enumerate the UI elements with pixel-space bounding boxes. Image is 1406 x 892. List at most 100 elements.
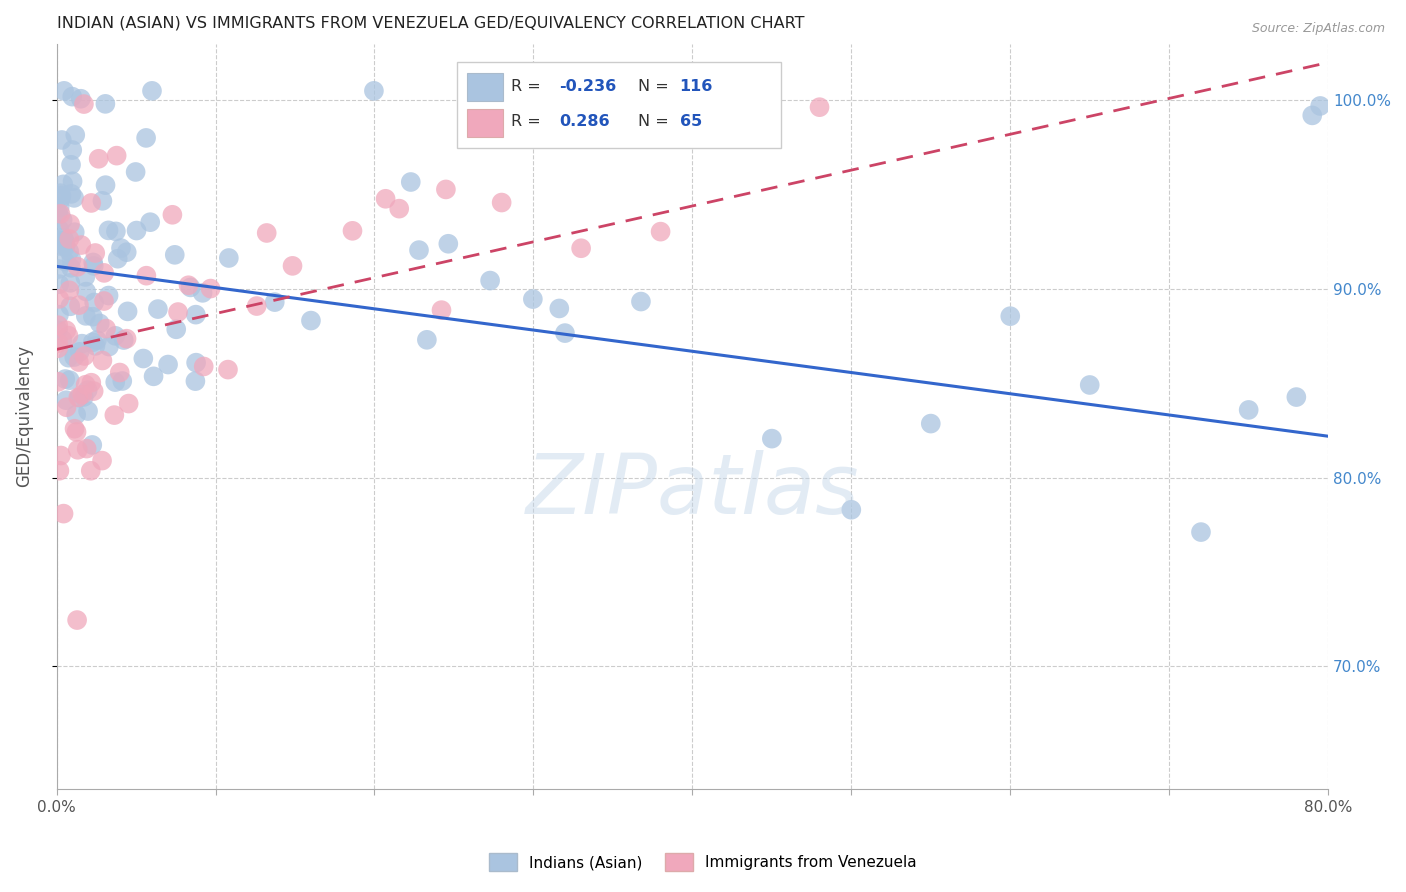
Point xyxy=(66,442,89,457)
Point xyxy=(89,317,111,331)
Point xyxy=(157,358,180,372)
Point xyxy=(65,128,87,142)
Point xyxy=(60,158,83,172)
Point xyxy=(437,236,460,251)
Point xyxy=(135,131,157,145)
Point xyxy=(115,332,138,346)
Point xyxy=(69,344,91,359)
Point xyxy=(82,255,104,269)
Point xyxy=(51,133,73,147)
Point xyxy=(76,383,98,397)
Point xyxy=(374,192,396,206)
Point xyxy=(522,292,544,306)
Point xyxy=(49,186,72,201)
Point xyxy=(60,143,83,157)
Point xyxy=(434,182,457,196)
Point xyxy=(67,391,90,405)
Point xyxy=(46,341,69,355)
Point xyxy=(48,239,70,253)
Point xyxy=(48,292,70,306)
Point xyxy=(70,336,93,351)
Point xyxy=(430,303,453,318)
Text: R =: R = xyxy=(510,114,546,129)
Point xyxy=(55,401,77,415)
Point xyxy=(218,251,240,265)
Point xyxy=(83,295,105,310)
Point xyxy=(63,225,86,239)
Point xyxy=(60,89,83,103)
Text: ZIPatlas: ZIPatlas xyxy=(526,450,859,532)
Point xyxy=(548,301,571,316)
Point xyxy=(52,333,75,347)
Point xyxy=(103,408,125,422)
Point xyxy=(124,165,146,179)
Point xyxy=(84,246,107,260)
Point xyxy=(165,322,187,336)
Point xyxy=(62,174,84,188)
Point xyxy=(1000,309,1022,323)
Point xyxy=(193,359,215,374)
Point xyxy=(48,308,70,322)
Point xyxy=(49,449,72,463)
Point xyxy=(60,252,83,267)
Point xyxy=(77,404,100,418)
Point xyxy=(87,152,110,166)
Point xyxy=(48,464,70,478)
Point xyxy=(53,234,76,248)
Point xyxy=(52,178,75,192)
Point xyxy=(55,237,77,252)
Point xyxy=(84,339,107,353)
FancyBboxPatch shape xyxy=(457,62,782,148)
Point xyxy=(146,301,169,316)
Point xyxy=(920,417,942,431)
Point xyxy=(67,355,90,369)
Point xyxy=(408,243,430,257)
Point xyxy=(52,230,75,244)
Text: N =: N = xyxy=(638,114,673,129)
Point xyxy=(75,309,97,323)
Point xyxy=(67,391,90,405)
Text: R =: R = xyxy=(510,78,546,94)
Point xyxy=(167,305,190,319)
Point xyxy=(51,188,73,202)
Point xyxy=(142,369,165,384)
Point xyxy=(217,362,239,376)
Text: INDIAN (ASIAN) VS IMMIGRANTS FROM VENEZUELA GED/EQUIVALENCY CORRELATION CHART: INDIAN (ASIAN) VS IMMIGRANTS FROM VENEZU… xyxy=(56,15,804,30)
Point xyxy=(58,232,80,246)
Point xyxy=(46,233,69,247)
Point xyxy=(104,224,127,238)
Point xyxy=(630,294,652,309)
Point xyxy=(83,259,105,273)
Y-axis label: GED/Equivalency: GED/Equivalency xyxy=(15,345,32,487)
Point xyxy=(141,84,163,98)
Point xyxy=(416,333,439,347)
Point xyxy=(48,262,70,277)
Point xyxy=(63,350,86,364)
Point xyxy=(53,84,76,98)
Point xyxy=(180,280,202,294)
Point xyxy=(554,326,576,340)
Point xyxy=(66,260,89,274)
Point xyxy=(110,241,132,255)
Point xyxy=(60,260,83,275)
Point xyxy=(184,356,207,370)
Point xyxy=(184,374,207,388)
Point xyxy=(115,245,138,260)
Point xyxy=(184,308,207,322)
Point xyxy=(53,254,76,268)
Point xyxy=(80,196,103,211)
Point xyxy=(58,328,80,343)
Point xyxy=(650,225,672,239)
FancyBboxPatch shape xyxy=(467,73,503,101)
Text: -0.236: -0.236 xyxy=(558,78,616,94)
Point xyxy=(97,340,120,354)
Text: 65: 65 xyxy=(679,114,702,129)
Point xyxy=(70,238,93,252)
Text: 116: 116 xyxy=(679,78,713,94)
Point xyxy=(363,84,385,98)
Point xyxy=(49,192,72,206)
Text: Source: ZipAtlas.com: Source: ZipAtlas.com xyxy=(1251,22,1385,36)
Point xyxy=(1078,378,1101,392)
Point xyxy=(55,393,77,408)
Point xyxy=(53,236,76,251)
